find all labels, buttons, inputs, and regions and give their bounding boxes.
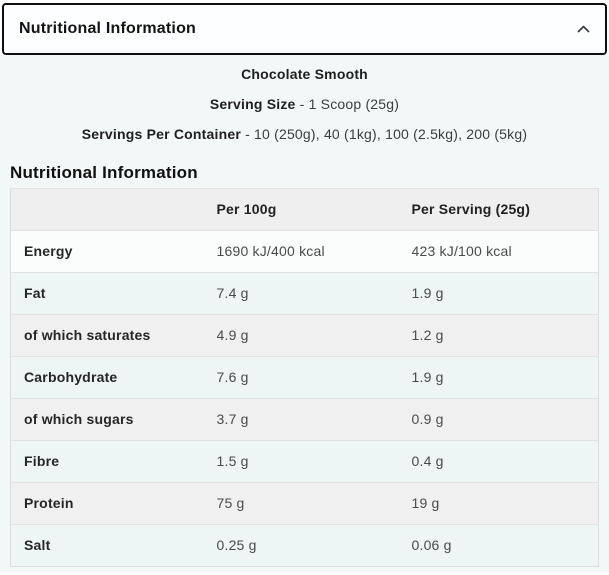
table-row: of which sugars 3.7 g 0.9 g [10, 398, 599, 441]
per-serving-value: 1.9 g [411, 356, 599, 399]
chevron-up-icon [577, 25, 590, 33]
table-header-row: Per 100g Per Serving (25g) [10, 188, 599, 231]
table-row: Fibre 1.5 g 0.4 g [10, 440, 599, 483]
servings-per-container-value: - 10 (250g), 40 (1kg), 100 (2.5kg), 200 … [245, 126, 528, 142]
per-100g-value: 0.25 g [216, 524, 412, 567]
per-100g-value: 7.6 g [216, 356, 412, 399]
per-100g-value: 4.9 g [216, 314, 412, 357]
nutrient-label: Fat [10, 272, 217, 315]
nutrient-label: Protein [10, 482, 217, 525]
product-flavour: Chocolate Smooth [241, 66, 368, 82]
nutrient-label: Energy [10, 230, 217, 273]
nutritional-information-accordion-toggle[interactable]: Nutritional Information [2, 3, 607, 55]
table-row: Fat 7.4 g 1.9 g [10, 272, 599, 315]
col-header-per-100g: Per 100g [216, 188, 412, 231]
nutrient-label: of which sugars [10, 398, 217, 441]
per-serving-value: 0.06 g [411, 524, 599, 567]
accordion-content-panel: Chocolate Smooth Serving Size - 1 Scoop … [0, 55, 609, 572]
per-100g-value: 1690 kJ/400 kcal [216, 230, 412, 273]
per-100g-value: 7.4 g [216, 272, 412, 315]
nutrient-label: of which saturates [10, 314, 217, 357]
nutrient-label: Fibre [10, 440, 217, 483]
per-serving-value: 1.9 g [411, 272, 599, 315]
nutrition-accordion-widget: Nutritional Information Chocolate Smooth… [0, 3, 609, 572]
col-header-empty [10, 188, 217, 231]
nutritional-information-heading: Nutritional Information [10, 163, 198, 182]
nutrient-label: Salt [10, 524, 217, 567]
servings-per-container-label: Servings Per Container [81, 126, 241, 142]
serving-size-label: Serving Size [209, 96, 296, 112]
serving-size-line: Serving Size - 1 Scoop (25g) [0, 94, 609, 114]
per-100g-value: 1.5 g [216, 440, 412, 483]
table-row: Energy 1690 kJ/400 kcal 423 kJ/100 kcal [10, 230, 599, 273]
accordion-title: Nutritional Information [19, 20, 197, 37]
per-serving-value: 1.2 g [411, 314, 599, 357]
per-100g-value: 75 g [216, 482, 412, 525]
per-100g-value: 3.7 g [216, 398, 412, 441]
per-serving-value: 423 kJ/100 kcal [411, 230, 599, 273]
per-serving-value: 0.4 g [411, 440, 599, 483]
servings-per-container-line: Servings Per Container - 10 (250g), 40 (… [0, 124, 609, 144]
col-header-per-serving: Per Serving (25g) [411, 188, 599, 231]
per-serving-value: 19 g [411, 482, 599, 525]
nutrient-label: Carbohydrate [10, 356, 217, 399]
nutrition-table: Per 100g Per Serving (25g) Energy 1690 k… [10, 188, 599, 567]
table-row: Carbohydrate 7.6 g 1.9 g [10, 356, 599, 399]
serving-size-value: - 1 Scoop (25g) [299, 96, 400, 112]
per-serving-value: 0.9 g [411, 398, 599, 441]
table-row: Salt 0.25 g 0.06 g [10, 524, 599, 567]
table-row: of which saturates 4.9 g 1.2 g [10, 314, 599, 357]
table-row: Protein 75 g 19 g [10, 482, 599, 525]
